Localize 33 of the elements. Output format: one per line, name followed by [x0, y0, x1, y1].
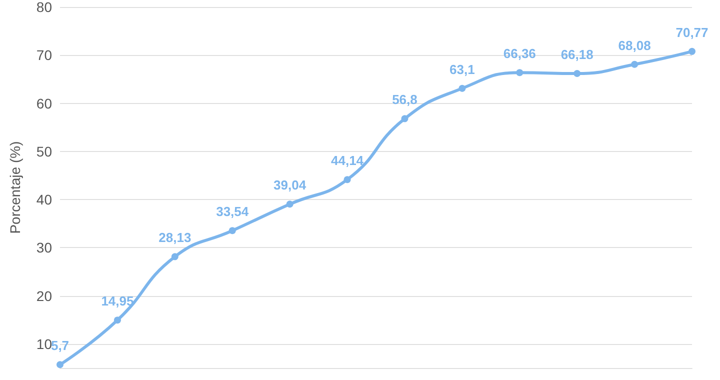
data-label: 14,95 — [101, 294, 134, 309]
data-label: 56,8 — [392, 92, 418, 108]
y-tick-label: 70 — [36, 47, 52, 64]
y-tick-label: 30 — [36, 240, 52, 256]
data-label: 5,7 — [50, 338, 70, 354]
point — [516, 69, 524, 76]
y-tick-label: 20 — [36, 288, 52, 304]
data-label: 28,13 — [158, 230, 192, 246]
data-label: 70,77 — [676, 24, 708, 40]
data-label: 68,08 — [618, 38, 651, 53]
data-label: 63,1 — [450, 62, 475, 77]
point — [631, 60, 638, 68]
data-label: 66,18 — [560, 47, 594, 62]
point — [286, 200, 294, 208]
point — [228, 227, 236, 234]
point — [401, 115, 408, 122]
y-tick-label: 10 — [36, 336, 52, 352]
y-tick-label: 50 — [36, 143, 52, 160]
data-label: 39,04 — [274, 178, 307, 193]
y-axis-title: Porcentaje (%) — [7, 141, 23, 234]
point — [114, 316, 121, 324]
point — [344, 176, 351, 184]
data-label: 66,36 — [503, 46, 536, 62]
y-tick-label: 80 — [36, 0, 52, 15]
point — [688, 48, 696, 55]
point — [574, 70, 581, 78]
point — [458, 84, 466, 92]
data-label: 44,14 — [331, 153, 364, 168]
point — [56, 361, 64, 368]
y-tick-label: 40 — [36, 192, 52, 208]
y-tick-label: 60 — [36, 95, 52, 112]
point — [171, 253, 178, 260]
data-label: 33,54 — [216, 204, 250, 220]
